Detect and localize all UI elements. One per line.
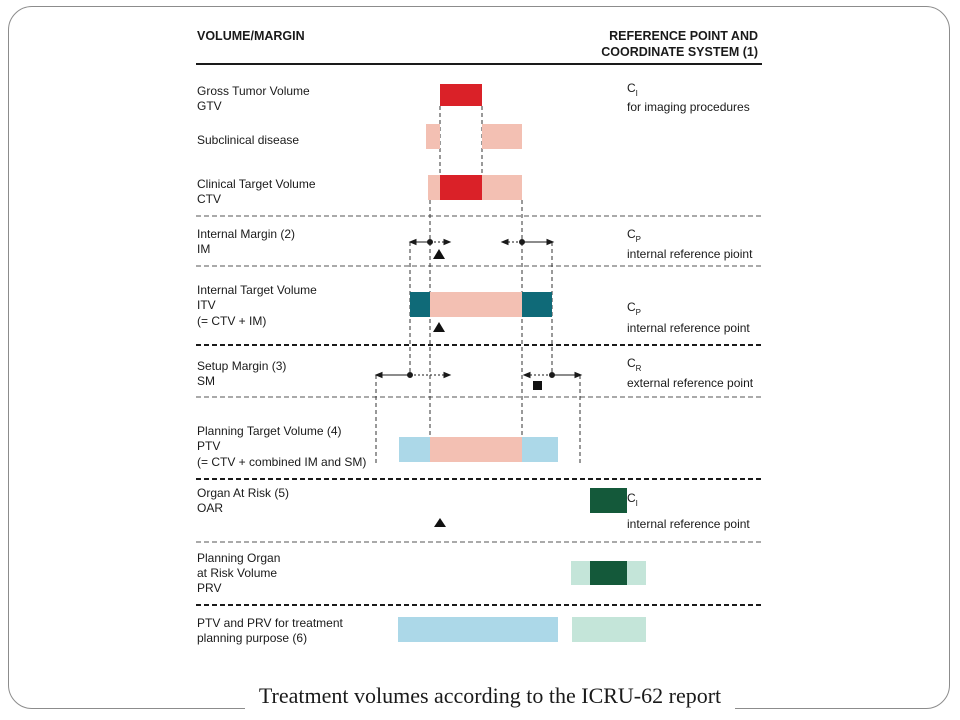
im-right-arrowhead	[546, 238, 555, 246]
ptv-left-margin-bar	[399, 437, 430, 462]
im-left-dot	[427, 239, 433, 245]
ref-im-symbol: CP	[627, 227, 641, 244]
label-gtv-line2: GTV	[197, 99, 222, 113]
ptv-right-margin-bar	[522, 437, 558, 462]
oar-bar	[590, 488, 627, 513]
itv-right-margin-bar	[522, 292, 552, 317]
slide-frame	[8, 6, 950, 709]
label-ptv-line2: PTV	[197, 439, 220, 453]
subclinical-bar-left	[426, 124, 440, 149]
header-reference-line1: REFERENCE POINT AND	[609, 29, 758, 43]
final-ptv-bar	[398, 617, 558, 642]
ref-sm-text: external reference point	[627, 376, 754, 390]
gtv-bar	[440, 84, 482, 106]
caption-box: Treatment volumes according to the ICRU-…	[245, 676, 735, 720]
itv-ctv-bar	[430, 292, 522, 317]
label-itv-line1: Internal Target Volume	[197, 283, 317, 297]
oar-triangle-marker	[434, 518, 446, 527]
im-left-arrowhead	[408, 238, 417, 246]
im-right-dot	[519, 239, 525, 245]
label-prv-line2: at Risk Volume	[197, 566, 277, 580]
sm-left-dot	[407, 372, 413, 378]
sm-margin-arrows	[374, 371, 583, 379]
label-ctv-line1: Clinical Target Volume	[197, 177, 316, 191]
final-prv-bar	[572, 617, 646, 642]
label-sm-line2: SM	[197, 374, 215, 388]
header-reference-line2: COORDINATE SYSTEM (1)	[601, 45, 758, 59]
label-gtv-line1: Gross Tumor Volume	[197, 84, 310, 98]
header-volume-margin: VOLUME/MARGIN	[197, 29, 305, 43]
label-prv-line1: Planning Organ	[197, 551, 280, 565]
reference-annotations: CI for imaging procedures CP internal re…	[627, 81, 754, 531]
label-im-line1: Internal Margin (2)	[197, 227, 295, 241]
ref-itv-text: internal reference point	[627, 321, 750, 335]
ref-sm-symbol: CR	[627, 356, 642, 373]
ref-gtv-symbol: CI	[627, 81, 638, 98]
sm-right-arrowhead	[574, 371, 583, 379]
prv-organ-bar	[590, 561, 627, 585]
label-prv-line3: PRV	[197, 581, 221, 595]
vertical-guides	[375, 106, 581, 466]
label-ptv-line1: Planning Target Volume (4)	[197, 424, 342, 438]
ref-itv-symbol: CP	[627, 300, 641, 317]
sm-square-marker	[533, 381, 542, 390]
label-final-line2: planning purpose (6)	[197, 631, 307, 645]
label-oar-line2: OAR	[197, 501, 223, 515]
im-triangle-marker	[433, 249, 445, 259]
sm-left-inner-arrowhead	[443, 371, 452, 379]
ref-oar-text: internal reference point	[627, 517, 750, 531]
im-margin-arrows	[408, 238, 555, 246]
label-ctv-line2: CTV	[197, 192, 221, 206]
row-separators	[196, 215, 762, 606]
label-itv-line2: ITV	[197, 298, 216, 312]
subclinical-bar-right	[482, 124, 522, 149]
label-itv-line3: (= CTV + IM)	[197, 314, 266, 328]
ptv-ctv-bar	[430, 437, 522, 462]
label-sm-line1: Setup Margin (3)	[197, 359, 286, 373]
slide-caption: Treatment volumes according to the ICRU-…	[258, 683, 722, 708]
label-im-line2: IM	[197, 242, 210, 256]
ref-oar-symbol: CI	[627, 491, 638, 508]
row-labels: Gross Tumor Volume GTV Subclinical disea…	[197, 84, 366, 645]
ref-gtv-text: for imaging procedures	[627, 100, 750, 114]
label-ptv-line3: (= CTV + combined IM and SM)	[197, 455, 366, 469]
sm-left-arrowhead	[374, 371, 383, 379]
ref-im-text: internal reference pioint	[627, 247, 753, 261]
im-right-inner-arrowhead	[500, 238, 509, 246]
itv-triangle-marker	[433, 322, 445, 332]
im-left-inner-arrowhead	[443, 238, 452, 246]
sm-right-dot	[549, 372, 555, 378]
label-subclinical: Subclinical disease	[197, 133, 299, 147]
itv-left-margin-bar	[410, 292, 430, 317]
label-oar-line1: Organ At Risk (5)	[197, 486, 289, 500]
ctv-core-bar	[440, 175, 482, 200]
label-final-line1: PTV and PRV for treatment	[197, 616, 344, 630]
sm-right-inner-arrowhead	[522, 371, 531, 379]
